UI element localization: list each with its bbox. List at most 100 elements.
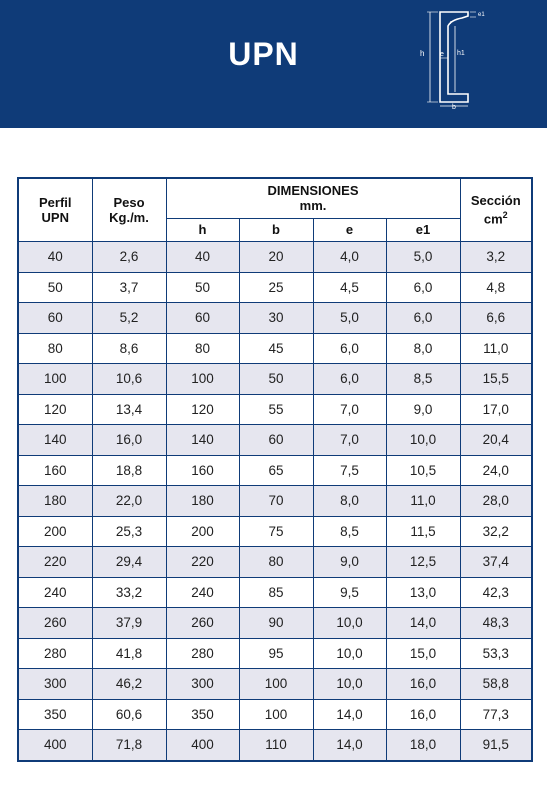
cell-h: 60: [165, 302, 240, 334]
cell-h: 80: [165, 332, 240, 364]
cell-e1: 16,0: [385, 698, 461, 730]
cell-e1: 5,0: [385, 241, 461, 273]
upn-table-container: Perfil UPN Peso Kg./m. DIMENSIONES mm. Secc…: [17, 177, 534, 762]
cell-h: 350: [165, 698, 240, 730]
cell-seccion: 37,4: [459, 546, 533, 578]
header-seccion: Sección cm2: [459, 177, 533, 242]
cell-peso: 18,8: [91, 454, 167, 486]
diagram-label-h: h: [420, 49, 424, 58]
cell-perfil: 300: [17, 668, 93, 700]
cell-e: 10,0: [312, 637, 387, 669]
diagram-label-b: b: [452, 104, 456, 110]
cell-perfil: 140: [17, 424, 93, 456]
cell-e1: 12,5: [385, 546, 461, 578]
header-peso: Peso Kg./m.: [91, 177, 167, 242]
cell-h: 300: [165, 668, 240, 700]
upn-section-diagram-icon: e1 h e h1 b r: [420, 11, 485, 110]
cell-e: 7,0: [312, 393, 387, 425]
cell-h: 220: [165, 546, 240, 578]
table-body: 40 2,6 40 20 4,0 5,0 3,2 50 3,7 50 25 4,5 6,0 4,8 60 5,…: [17, 241, 533, 761]
table-row: 140 16,0 140 60 7,0 10,0 20,4: [17, 424, 533, 456]
header-b: b: [238, 217, 314, 243]
cell-peso: 16,0: [91, 424, 167, 456]
cell-peso: 37,9: [91, 607, 167, 639]
cell-peso: 71,8: [91, 729, 167, 761]
table-row: 40 2,6 40 20 4,0 5,0 3,2: [17, 241, 533, 273]
cell-b: 20: [238, 241, 314, 273]
cell-h: 50: [165, 271, 240, 303]
cell-seccion: 20,4: [459, 424, 533, 456]
diagram-label-r: r: [450, 20, 452, 26]
cell-perfil: 100: [17, 363, 93, 395]
cell-perfil: 160: [17, 454, 93, 486]
diagram-label-e1: e1: [478, 12, 485, 18]
header-banner: UPN e1 h e h1 b r: [0, 0, 547, 128]
cell-perfil: 50: [17, 271, 93, 303]
table-row: 80 8,6 80 45 6,0 8,0 11,0: [17, 332, 533, 364]
cell-b: 30: [238, 302, 314, 334]
table-row: 260 37,9 260 90 10,0 14,0 48,3: [17, 607, 533, 639]
cell-e: 14,0: [312, 729, 387, 761]
cell-h: 240: [165, 576, 240, 608]
cell-b: 85: [238, 576, 314, 608]
table-row: 280 41,8 280 95 10,0 15,0 53,3: [17, 637, 533, 669]
cell-peso: 13,4: [91, 393, 167, 425]
cell-perfil: 350: [17, 698, 93, 730]
table-row: 400 71,8 400 110 14,0 18,0 91,5: [17, 729, 533, 761]
cell-b: 25: [238, 271, 314, 303]
cell-h: 100: [165, 363, 240, 395]
cell-e1: 14,0: [385, 607, 461, 639]
cell-e: 4,5: [312, 271, 387, 303]
cell-b: 45: [238, 332, 314, 364]
cell-b: 110: [238, 729, 314, 761]
table-row: 160 18,8 160 65 7,5 10,5 24,0: [17, 454, 533, 486]
table-row: 180 22,0 180 70 8,0 11,0 28,0: [17, 485, 533, 517]
cell-e: 14,0: [312, 698, 387, 730]
cell-e1: 10,0: [385, 424, 461, 456]
cell-peso: 46,2: [91, 668, 167, 700]
upn-dimensions-table: Perfil UPN Peso Kg./m. DIMENSIONES mm. Secc…: [17, 177, 534, 762]
cell-b: 75: [238, 515, 314, 547]
cell-peso: 2,6: [91, 241, 167, 273]
cell-e1: 9,0: [385, 393, 461, 425]
cell-e: 8,5: [312, 515, 387, 547]
cell-peso: 22,0: [91, 485, 167, 517]
cell-h: 40: [165, 241, 240, 273]
header-perfil: Perfil UPN: [17, 177, 93, 242]
cell-peso: 10,6: [91, 363, 167, 395]
cell-e1: 6,0: [385, 271, 461, 303]
cell-peso: 25,3: [91, 515, 167, 547]
cell-peso: 33,2: [91, 576, 167, 608]
table-row: 350 60,6 350 100 14,0 16,0 77,3: [17, 698, 533, 730]
cell-seccion: 91,5: [459, 729, 533, 761]
cell-perfil: 240: [17, 576, 93, 608]
cell-perfil: 60: [17, 302, 93, 334]
table-row: 240 33,2 240 85 9,5 13,0 42,3: [17, 576, 533, 608]
cell-perfil: 400: [17, 729, 93, 761]
cell-perfil: 120: [17, 393, 93, 425]
cell-b: 100: [238, 698, 314, 730]
cell-seccion: 42,3: [459, 576, 533, 608]
cell-seccion: 48,3: [459, 607, 533, 639]
cell-b: 65: [238, 454, 314, 486]
cell-e1: 11,5: [385, 515, 461, 547]
cell-b: 95: [238, 637, 314, 669]
table-row: 200 25,3 200 75 8,5 11,5 32,2: [17, 515, 533, 547]
cell-peso: 60,6: [91, 698, 167, 730]
cell-e1: 18,0: [385, 729, 461, 761]
cell-e1: 8,5: [385, 363, 461, 395]
cell-seccion: 15,5: [459, 363, 533, 395]
cell-seccion: 17,0: [459, 393, 533, 425]
cell-perfil: 200: [17, 515, 93, 547]
cell-perfil: 40: [17, 241, 93, 273]
cell-h: 120: [165, 393, 240, 425]
table-row: 220 29,4 220 80 9,0 12,5 37,4: [17, 546, 533, 578]
cell-seccion: 4,8: [459, 271, 533, 303]
cell-h: 160: [165, 454, 240, 486]
table-row: 60 5,2 60 30 5,0 6,0 6,6: [17, 302, 533, 334]
header-h: h: [165, 217, 240, 243]
header-e1: e1: [385, 217, 461, 243]
cell-h: 280: [165, 637, 240, 669]
cell-e: 7,5: [312, 454, 387, 486]
cell-h: 180: [165, 485, 240, 517]
